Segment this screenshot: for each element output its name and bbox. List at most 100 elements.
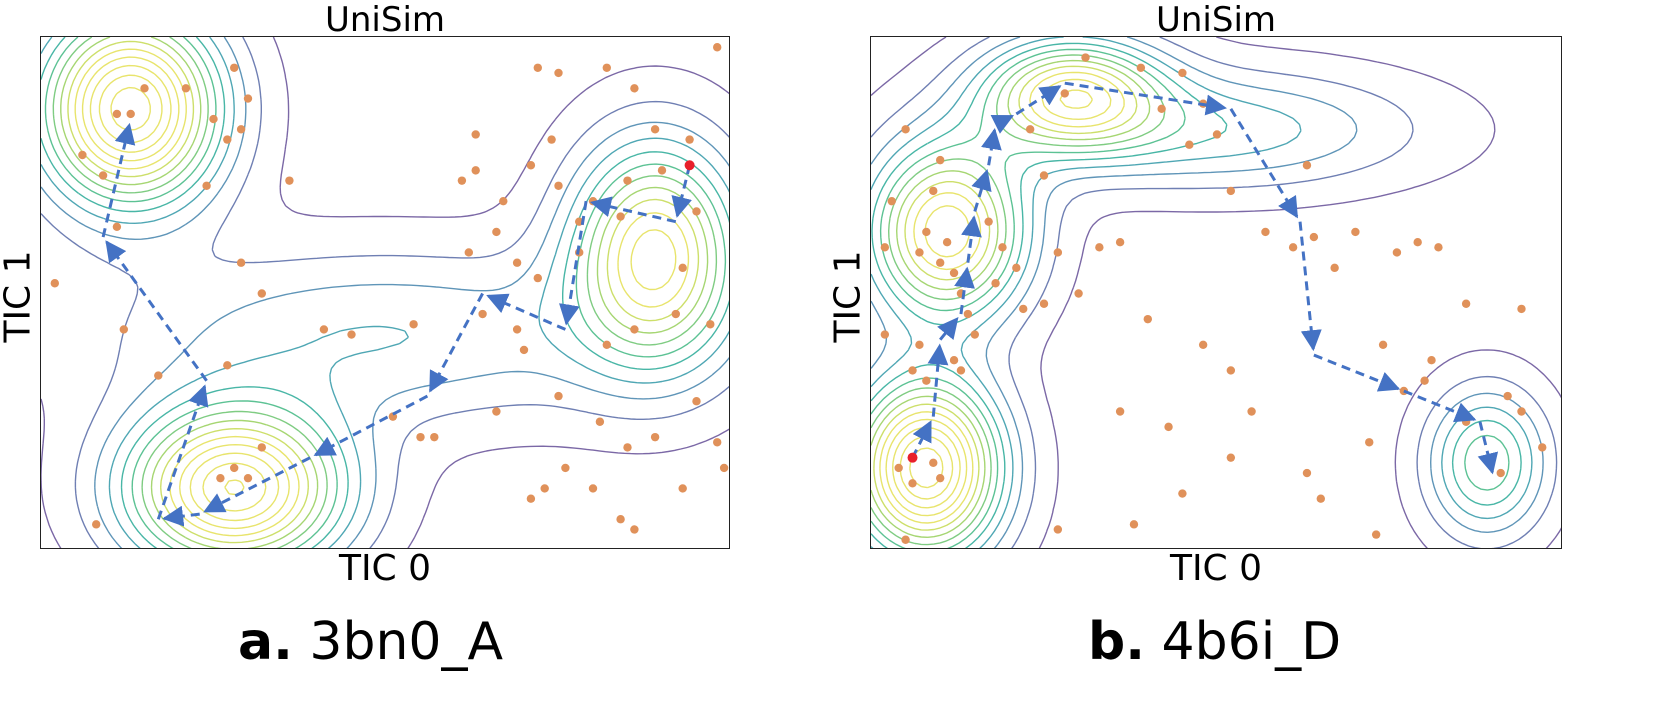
- sample-point: [202, 181, 211, 190]
- sample-point: [595, 417, 605, 426]
- sample-point: [50, 279, 59, 288]
- panel-a-title: UniSim: [324, 0, 446, 40]
- sample-point: [554, 181, 563, 190]
- sample-point: [1461, 299, 1471, 308]
- sample-point: [1351, 227, 1360, 237]
- sample-point: [602, 340, 611, 349]
- sample-point: [1198, 340, 1208, 349]
- panel-b-chart: [871, 37, 1561, 548]
- sample-point: [230, 463, 239, 473]
- panel-b-x-axis-label: TIC 0: [1169, 548, 1263, 589]
- sample-point: [1025, 125, 1035, 134]
- sample-point: [630, 525, 639, 534]
- trajectory-segment: [671, 164, 692, 218]
- sample-point: [223, 361, 232, 370]
- sample-point: [1316, 494, 1325, 503]
- sample-point: [1517, 304, 1526, 314]
- trajectory-segment: [1015, 85, 1062, 116]
- sample-point: [1157, 104, 1166, 114]
- sample-point: [209, 114, 218, 124]
- sample-point: [915, 340, 924, 349]
- sample-point: [319, 325, 329, 334]
- sample-point: [512, 258, 522, 267]
- sample-point: [630, 84, 639, 93]
- trajectory-segment: [589, 196, 677, 224]
- contour-level: [899, 435, 954, 500]
- sample-point: [1392, 248, 1402, 257]
- sample-point: [236, 258, 246, 267]
- contour-level: [110, 86, 245, 496]
- trajectory-segment: [927, 343, 949, 417]
- sample-point: [685, 135, 694, 144]
- sample-point: [533, 273, 542, 283]
- sample-point: [1365, 438, 1374, 447]
- sample-point: [140, 84, 149, 93]
- sample-point: [1060, 89, 1069, 98]
- sample-point: [471, 130, 480, 139]
- sample-point: [1517, 407, 1526, 416]
- sample-point: [92, 520, 101, 529]
- sample-point: [243, 473, 253, 483]
- sample-point: [922, 227, 931, 237]
- sample-point: [998, 243, 1007, 252]
- trajectory-segment: [105, 240, 208, 382]
- sample-point: [963, 309, 973, 319]
- sample-point: [1115, 407, 1125, 416]
- sample-point: [1461, 417, 1471, 426]
- trajectory-segment: [1477, 421, 1499, 475]
- sample-point: [1330, 263, 1339, 273]
- sample-point: [630, 325, 639, 334]
- sample-point: [512, 325, 522, 334]
- sample-point: [112, 109, 122, 119]
- trajectory-segment: [981, 128, 1002, 166]
- sample-point: [1178, 68, 1187, 78]
- sample-point: [492, 407, 501, 416]
- sample-point: [588, 484, 598, 493]
- contour-level: [81, 56, 677, 530]
- sample-point: [929, 458, 938, 467]
- sample-point: [457, 176, 467, 185]
- contour-level: [871, 37, 1558, 548]
- sample-point: [922, 376, 931, 385]
- sample-point: [78, 150, 87, 160]
- trajectory-segment: [1229, 108, 1299, 219]
- sample-point: [1261, 227, 1270, 237]
- sample-point: [1427, 355, 1436, 365]
- contour-level: [871, 37, 1544, 548]
- trajectory-segment: [1298, 221, 1322, 352]
- trajectory-path: [911, 81, 1499, 475]
- sample-point: [692, 207, 701, 216]
- contour-level: [871, 48, 1510, 548]
- sample-point: [616, 212, 625, 221]
- sample-point: [519, 345, 529, 355]
- sample-point: [464, 248, 473, 257]
- trajectory-segment: [971, 168, 992, 212]
- sample-point: [692, 397, 701, 406]
- sample-point: [880, 243, 890, 252]
- sample-point: [1012, 263, 1021, 273]
- sample-point: [936, 473, 945, 483]
- sample-point: [894, 463, 903, 473]
- sample-point: [1129, 520, 1139, 529]
- panel-a-plot-area: [40, 36, 730, 549]
- sample-point: [1212, 130, 1222, 139]
- sample-point: [98, 171, 108, 180]
- sample-point: [942, 238, 952, 247]
- panel-b-protein-id: 4b6i_D: [1161, 612, 1342, 672]
- panel-b-y-axis-label: TIC 1: [827, 250, 869, 343]
- sample-point: [554, 391, 563, 401]
- sample-point: [1503, 391, 1512, 401]
- trajectory-segment: [937, 317, 959, 341]
- sample-point: [1095, 243, 1104, 252]
- trajectory-segment: [1313, 353, 1401, 392]
- sample-point: [901, 125, 910, 134]
- panel-b-title: UniSim: [1155, 0, 1277, 40]
- sample-point: [126, 109, 135, 119]
- sample-point: [533, 63, 542, 72]
- sample-point: [719, 463, 729, 473]
- panel-b-letter: b.: [1088, 612, 1145, 672]
- sample-point: [471, 166, 480, 175]
- sample-point: [154, 371, 163, 380]
- trajectory-segment: [313, 394, 429, 457]
- sample-point: [623, 176, 632, 185]
